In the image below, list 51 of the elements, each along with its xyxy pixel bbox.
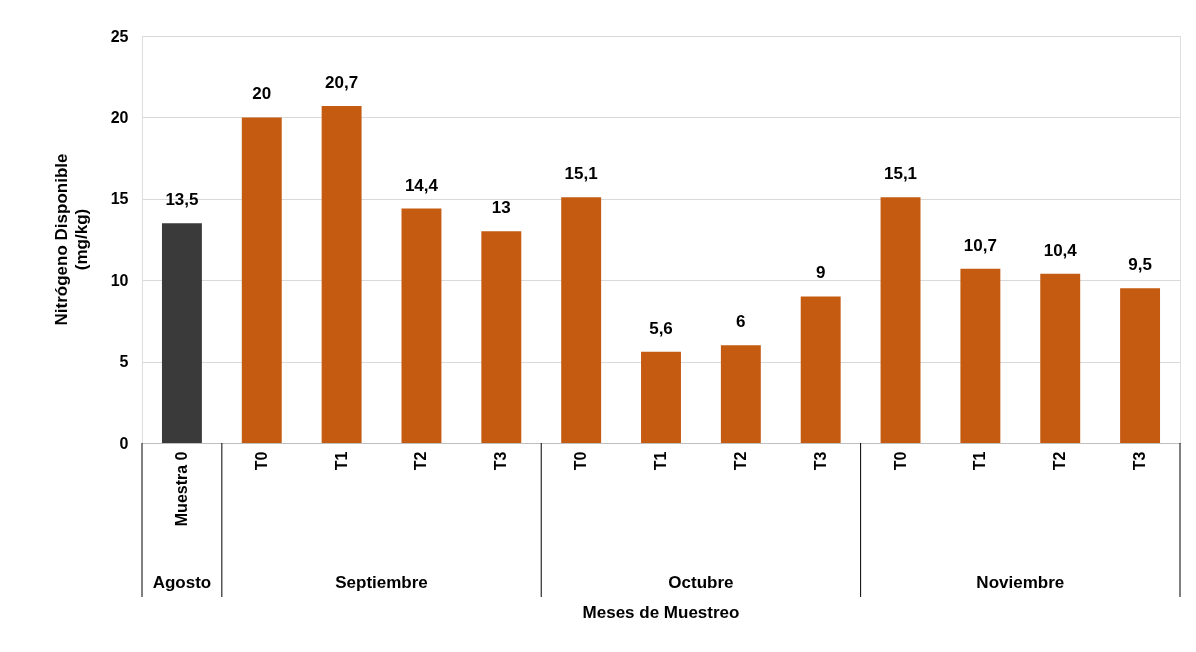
x-tick-label: T0 [891, 451, 909, 471]
bar [880, 197, 921, 443]
x-tick-label: T3 [811, 451, 829, 471]
bar [1120, 288, 1161, 443]
x-tick-label: T1 [332, 451, 350, 471]
data-label: 6 [736, 312, 746, 332]
bar [401, 208, 442, 443]
x-tick-label: T0 [572, 451, 590, 471]
x-tick-label: T2 [412, 451, 430, 471]
data-label: 10,4 [1043, 240, 1078, 260]
data-label: 5,6 [649, 318, 673, 338]
bar [800, 296, 841, 443]
bar [1040, 273, 1081, 443]
data-label: 13,5 [165, 190, 199, 210]
y-tick-label: 0 [119, 434, 129, 452]
data-label: 9 [815, 263, 826, 283]
x-tick-label: T1 [652, 451, 669, 471]
bar [641, 351, 681, 443]
bar [241, 117, 282, 443]
y-tick-label: 25 [110, 27, 129, 45]
data-label: 15,1 [883, 164, 918, 184]
x-tick-label: T3 [492, 451, 510, 471]
data-label: 10,7 [963, 235, 997, 255]
y-tick-label: 5 [119, 353, 129, 371]
data-label: 9,5 [1128, 255, 1152, 275]
bar [720, 345, 761, 443]
data-label: 15,1 [564, 164, 598, 184]
data-label: 13 [491, 198, 511, 218]
bar [321, 106, 362, 443]
x-tick-label: T2 [731, 451, 749, 471]
y-tick-label: 10 [110, 271, 129, 289]
data-label: 20,7 [325, 73, 359, 92]
y-axis-title: Nitrógeno Disponible (mg/kg) [52, 153, 91, 326]
text: Octubre [668, 573, 734, 592]
bar [561, 197, 602, 443]
x-tick-label: T2 [1051, 451, 1069, 471]
bar [161, 223, 202, 443]
x-tick-label: T3 [1131, 451, 1149, 471]
bar [960, 268, 1001, 443]
text: Septiembre [335, 573, 428, 592]
bar [481, 231, 522, 443]
x-axis-title: Meses de Muestreo [582, 603, 740, 622]
text: Noviembre [976, 573, 1065, 592]
x-tick-label: Muestra 0 [172, 451, 190, 527]
y-tick-label: 15 [110, 190, 129, 208]
text: Agosto [152, 573, 212, 592]
data-label: 20 [252, 84, 272, 104]
x-tick-label: T1 [971, 451, 989, 471]
x-tick-label: T0 [252, 451, 270, 471]
data-label: 14,4 [404, 175, 439, 195]
y-tick-label: 20 [110, 108, 129, 126]
